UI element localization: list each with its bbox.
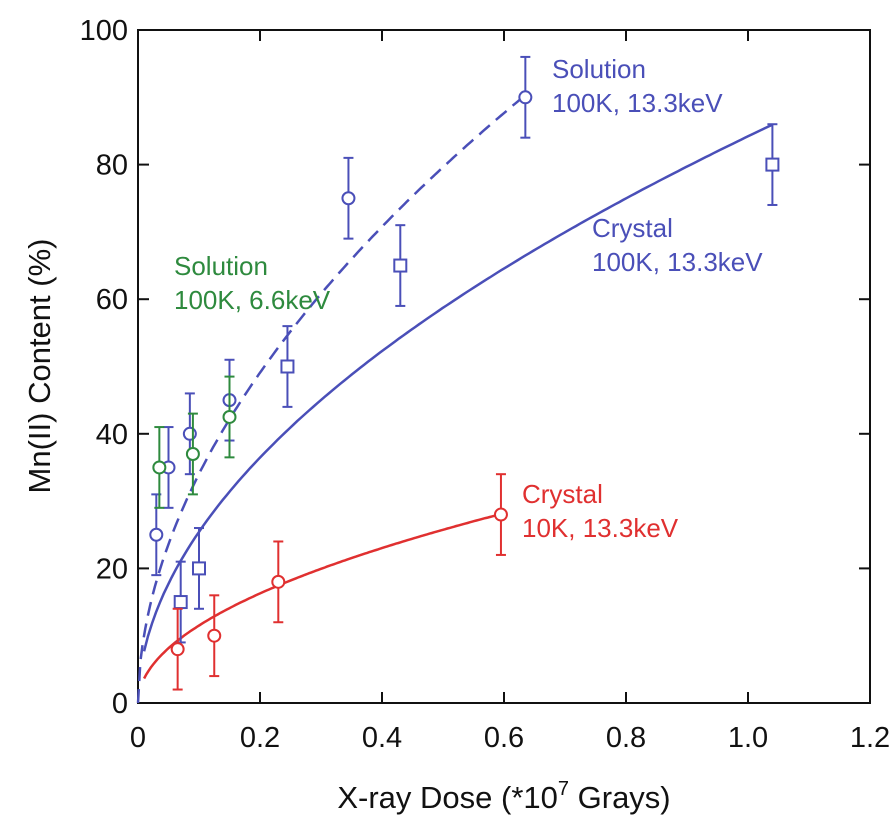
series-label-cry100-133: 100K, 13.3keV bbox=[592, 247, 763, 277]
fit-curves bbox=[136, 94, 773, 704]
y-tick-label: 40 bbox=[96, 419, 128, 451]
series-labels: Solution 100K, 13.3keV Crystal 100K, 13.3ke… bbox=[174, 54, 763, 543]
x-tick-label: 0.2 bbox=[240, 722, 280, 754]
x-axis-title-tail: Grays) bbox=[569, 780, 671, 815]
y-tick-label: 0 bbox=[112, 688, 128, 720]
marker-cry100-133 bbox=[393, 258, 408, 273]
marker-cry100-133 bbox=[173, 595, 188, 610]
x-axis-title-sup: 7 bbox=[558, 778, 569, 800]
y-tick-label: 100 bbox=[80, 15, 128, 47]
marker-cry10-133 bbox=[493, 507, 508, 522]
series-label-sol100-133: Solution bbox=[552, 54, 646, 84]
marker-sol100-133 bbox=[182, 426, 197, 441]
marker-cry10-133 bbox=[271, 574, 286, 589]
x-tick-label: 0.4 bbox=[362, 722, 402, 754]
fit-curve-cry10-133 bbox=[142, 512, 502, 680]
marker-sol100-66 bbox=[185, 446, 200, 461]
x-tick-label: 0.8 bbox=[606, 722, 646, 754]
marker-sol100-133 bbox=[149, 527, 164, 542]
y-tick-label: 80 bbox=[96, 150, 128, 182]
x-tick-label: 1.2 bbox=[850, 722, 890, 754]
marker-cry100-133 bbox=[765, 157, 780, 172]
x-tick-label: 0 bbox=[130, 722, 146, 754]
marker-sol100-66 bbox=[222, 409, 237, 424]
series-label-cry100-133: Crystal bbox=[592, 213, 673, 243]
marker-cry10-133 bbox=[207, 628, 222, 643]
marker-cry10-133 bbox=[170, 642, 185, 657]
ticks: 0 0.2 0.4 0.6 0.8 1.0 1.2 0 20 40 60 80 100 bbox=[80, 15, 891, 754]
series-label-sol100-66: 100K, 6.6keV bbox=[174, 285, 331, 315]
series-label-sol100-133: 100K, 13.3keV bbox=[552, 88, 723, 118]
x-axis-title-main: X-ray Dose (*10 bbox=[337, 780, 558, 815]
y-axis-title: Mn(II) Content (%) bbox=[22, 239, 57, 494]
fit-curve-sol100-133 bbox=[136, 94, 527, 704]
x-axis-title: X-ray Dose (*107 Grays) bbox=[337, 778, 670, 815]
fit-curve-cry100-133 bbox=[142, 123, 773, 652]
x-tick-label: 0.6 bbox=[484, 722, 524, 754]
marker-sol100-133 bbox=[341, 191, 356, 206]
y-tick-label: 60 bbox=[96, 284, 128, 316]
x-tick-label: 1.0 bbox=[728, 722, 768, 754]
marker-cry100-133 bbox=[192, 561, 206, 576]
marker-sol100-66 bbox=[152, 460, 167, 475]
series-label-sol100-66: Solution bbox=[174, 251, 268, 281]
y-tick-label: 20 bbox=[96, 553, 128, 585]
data-points bbox=[149, 55, 780, 691]
marker-sol100-133 bbox=[518, 90, 533, 105]
marker-cry100-133 bbox=[280, 359, 295, 374]
series-label-cry10-133: Crystal bbox=[522, 479, 603, 509]
series-label-cry10-133: 10K, 13.3keV bbox=[522, 513, 679, 543]
